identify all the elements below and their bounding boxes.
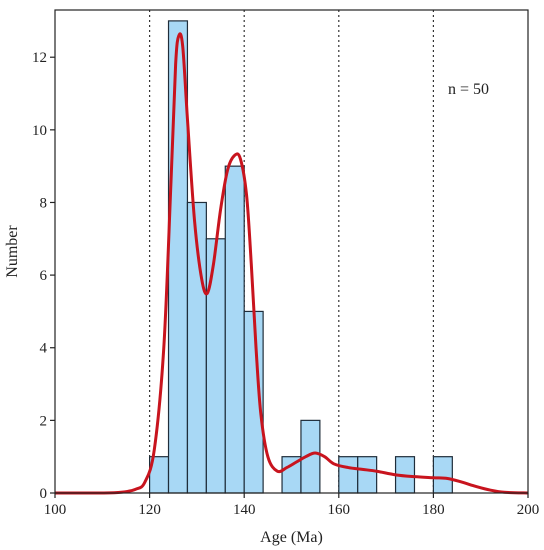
y-axis-ticks: 0 2 4 6 8 10 12	[32, 50, 55, 502]
x-tick-label: 120	[138, 502, 161, 518]
x-axis-ticks: 100 120 140 160 180 200	[44, 493, 540, 518]
sample-size-annotation: n = 50	[448, 81, 489, 98]
histogram-bars	[149, 20, 453, 494]
x-tick-label: 140	[233, 502, 256, 518]
x-tick-label: 180	[422, 502, 445, 518]
plot-frame	[54, 9, 529, 494]
y-tick-label: 4	[40, 341, 48, 357]
y-tick-label: 10	[32, 123, 47, 139]
y-axis-title: Number	[4, 225, 21, 278]
histogram-bar	[224, 165, 245, 494]
x-axis-title: Age (Ma)	[260, 529, 323, 546]
histogram-bar	[205, 238, 226, 494]
histogram-bar	[338, 456, 359, 494]
x-tick-label: 200	[517, 502, 540, 518]
density-curve	[54, 32, 529, 495]
x-tick-label: 160	[328, 502, 351, 518]
y-tick-label: 12	[32, 50, 47, 66]
y-tick-label: 0	[40, 486, 48, 502]
x-tick-label: 100	[44, 502, 67, 518]
y-tick-label: 8	[40, 195, 48, 211]
y-tick-label: 2	[40, 413, 48, 429]
y-tick-label: 6	[40, 268, 48, 284]
histogram-bar	[357, 456, 378, 494]
histogram-bar	[432, 456, 453, 494]
